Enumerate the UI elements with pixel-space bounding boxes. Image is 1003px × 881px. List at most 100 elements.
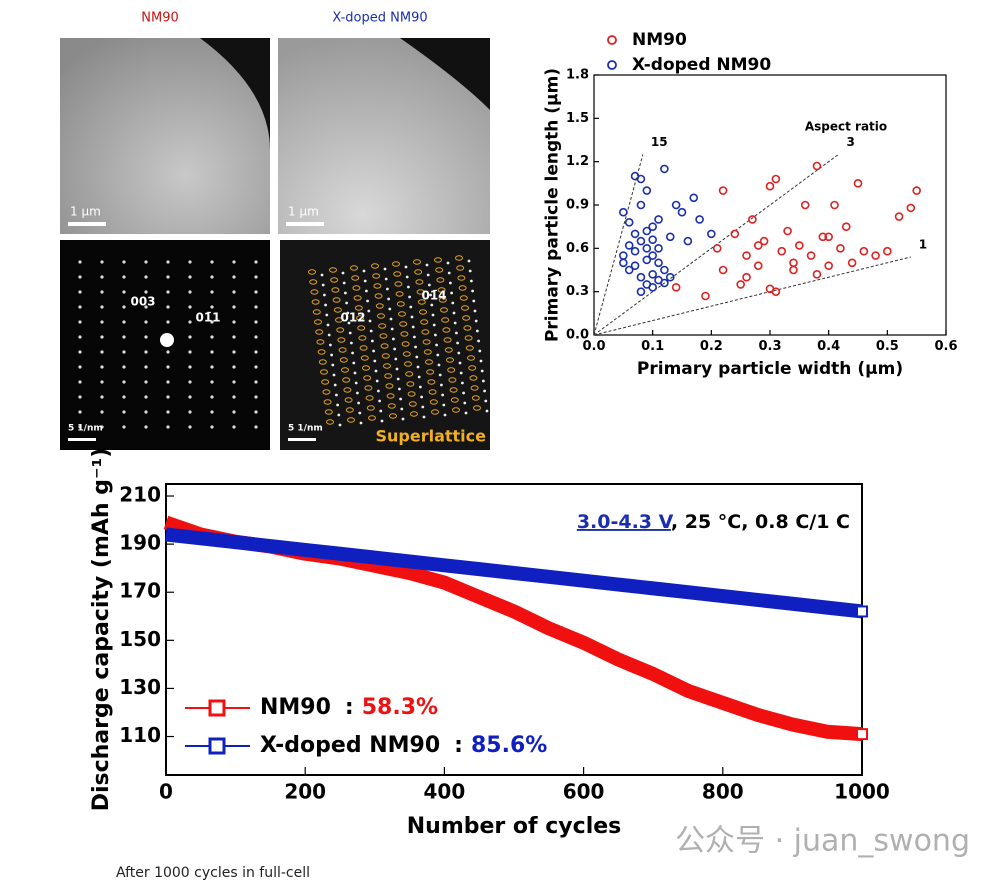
diffraction-spot: [480, 369, 484, 373]
point: [660, 164, 669, 174]
diffraction-spot: [477, 339, 480, 343]
diffraction-spot: [78, 275, 82, 279]
diffraction-spot: [478, 349, 482, 353]
diffraction-spot: [254, 275, 258, 279]
diffraction-spot: [210, 365, 214, 369]
point: [648, 283, 657, 292]
superlattice-spot: [415, 279, 424, 285]
diffraction-spot: [232, 410, 236, 414]
superlattice-spot: [458, 285, 467, 291]
y-tick-label: 0.0: [566, 328, 589, 343]
diffraction-spot: [359, 421, 363, 425]
superlattice-spot: [345, 407, 354, 413]
superlattice-spot: [450, 397, 459, 403]
superlattice-spot: [363, 375, 372, 381]
point: [853, 179, 863, 188]
point: [701, 291, 710, 301]
diffraction-spot: [188, 305, 192, 309]
diffraction-spot: [78, 365, 82, 369]
diffraction-spot: [416, 365, 420, 369]
diffraction-spot: [320, 273, 324, 277]
diffraction-spot: [455, 331, 458, 335]
diffraction-spot: [365, 289, 368, 293]
diffraction-spot: [407, 285, 410, 289]
diffraction-spot: [210, 335, 214, 339]
aspect-label: 15: [651, 135, 668, 149]
point: [683, 236, 693, 246]
diffraction-spot: [78, 320, 82, 324]
diffraction-spot: [479, 359, 483, 363]
superlattice-spot: [354, 305, 363, 311]
scale-bar: [288, 438, 316, 441]
x-tick-label: 0.5: [876, 339, 899, 354]
sem-background: [200, 38, 270, 150]
point: [771, 287, 781, 296]
superlattice-spot: [341, 367, 349, 373]
superlattice-spot: [309, 279, 318, 285]
superlattice-spot: [377, 313, 385, 319]
superlattice-spot: [461, 305, 469, 311]
plot-frame: [165, 483, 863, 776]
diffraction-spot: [100, 275, 104, 279]
point: [894, 212, 904, 221]
y-tick-label: 0.6: [566, 241, 589, 256]
diffraction-spot: [333, 383, 337, 387]
point: [642, 186, 652, 195]
diffraction-spot: [388, 307, 392, 311]
superlattice-spot: [435, 267, 444, 273]
superlattice-spot: [320, 369, 328, 375]
diffraction-spot: [367, 309, 371, 313]
point: [783, 226, 792, 236]
diffraction-spot: [144, 305, 148, 309]
legend-marker: [208, 699, 226, 717]
diffraction-spot: [78, 305, 82, 309]
diffraction-spot: [393, 347, 396, 351]
superlattice-spot: [374, 293, 383, 299]
legend-separator: :: [345, 695, 354, 720]
diffraction-spot: [166, 425, 170, 429]
diffraction-spot: [443, 413, 447, 417]
superlattice-spot: [365, 395, 374, 401]
y-tick-label: 1.5: [566, 111, 589, 126]
diffraction-spot: [232, 335, 236, 339]
superlattice-spot: [389, 413, 397, 419]
diffraction-spot: [327, 333, 331, 337]
superlattice-spot: [440, 307, 448, 313]
x-tick-label: 800: [702, 780, 744, 804]
superlattice-spot: [437, 287, 446, 293]
point: [619, 258, 628, 268]
superlattice-spot: [471, 395, 480, 401]
point: [812, 270, 822, 279]
superlattice-spot: [350, 265, 358, 271]
diffraction-spot: [100, 380, 104, 384]
superlattice-spot: [426, 369, 435, 375]
point: [753, 261, 763, 270]
diffraction-spot: [78, 290, 82, 294]
point: [718, 265, 728, 275]
diffraction-spot: [329, 343, 332, 347]
diffraction-spot: [122, 275, 126, 279]
point: [636, 272, 646, 282]
point: [630, 261, 640, 270]
superlattice-spot: [380, 343, 389, 349]
superlattice-spot: [308, 269, 316, 275]
diffraction-spot: [166, 365, 170, 369]
point: [736, 280, 745, 289]
superlattice-spot: [378, 323, 387, 329]
diffraction-spot: [483, 389, 486, 393]
point: [871, 251, 880, 260]
index-label: 01̄1: [195, 311, 220, 325]
superlattice-spot: [384, 373, 393, 379]
diffraction-spot: [461, 381, 464, 385]
diffraction-spot: [210, 290, 214, 294]
diffraction-spot: [232, 320, 236, 324]
superlattice-spot: [366, 405, 375, 411]
diffraction-spot: [463, 401, 467, 405]
diffraction-spot: [232, 290, 236, 294]
superlattice-spot: [329, 267, 337, 273]
diffraction-spot: [464, 411, 468, 415]
diffraction-spot: [395, 367, 399, 371]
diffraction-spot: [434, 333, 437, 337]
diffraction-spot: [335, 393, 338, 397]
